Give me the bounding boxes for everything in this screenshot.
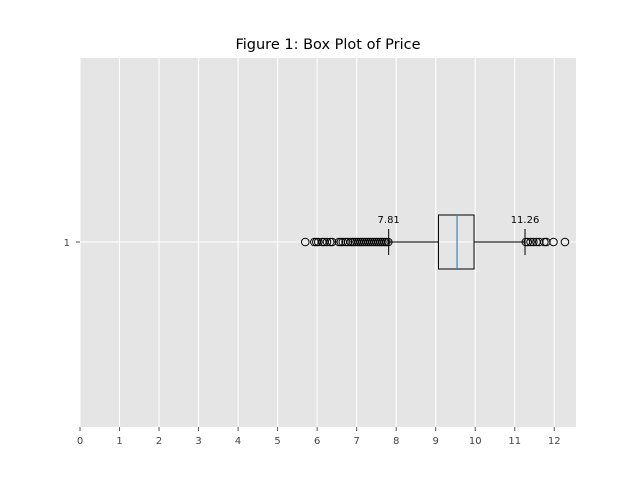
x-tick-label: 6 [314, 436, 320, 447]
x-tick-label: 12 [548, 436, 561, 447]
x-tick-label: 0 [77, 436, 83, 447]
x-tick-label: 2 [156, 436, 162, 447]
outlier-point [523, 237, 533, 247]
x-tick-label: 1 [116, 436, 122, 447]
outlier-point [529, 237, 538, 247]
x-tick-label: 10 [469, 436, 482, 447]
x-tick-label: 3 [195, 436, 201, 447]
x-tick-label: 7 [353, 436, 359, 447]
y-tick-label: 1 [64, 238, 70, 249]
outlier-point [300, 237, 310, 247]
whisker-annotation: 7.81 [378, 215, 400, 226]
x-tick-label: 4 [235, 436, 241, 447]
outlier-point [327, 237, 337, 247]
x-tick-label: 11 [508, 436, 521, 447]
x-tick-label: 8 [393, 436, 399, 447]
outlier-point [314, 237, 323, 247]
outlier-point [560, 237, 570, 247]
outlier-point [383, 237, 393, 247]
x-tick-label: 9 [433, 436, 439, 447]
x-tick-label: 5 [274, 436, 280, 447]
outlier-point [343, 237, 353, 247]
outlier-point [526, 237, 535, 247]
iqr-box [437, 214, 475, 270]
outlier-point [549, 237, 558, 247]
outlier-point [322, 237, 332, 247]
whisker-annotation: 11.26 [511, 215, 540, 226]
chart-title: Figure 1: Box Plot of Price [235, 37, 420, 53]
